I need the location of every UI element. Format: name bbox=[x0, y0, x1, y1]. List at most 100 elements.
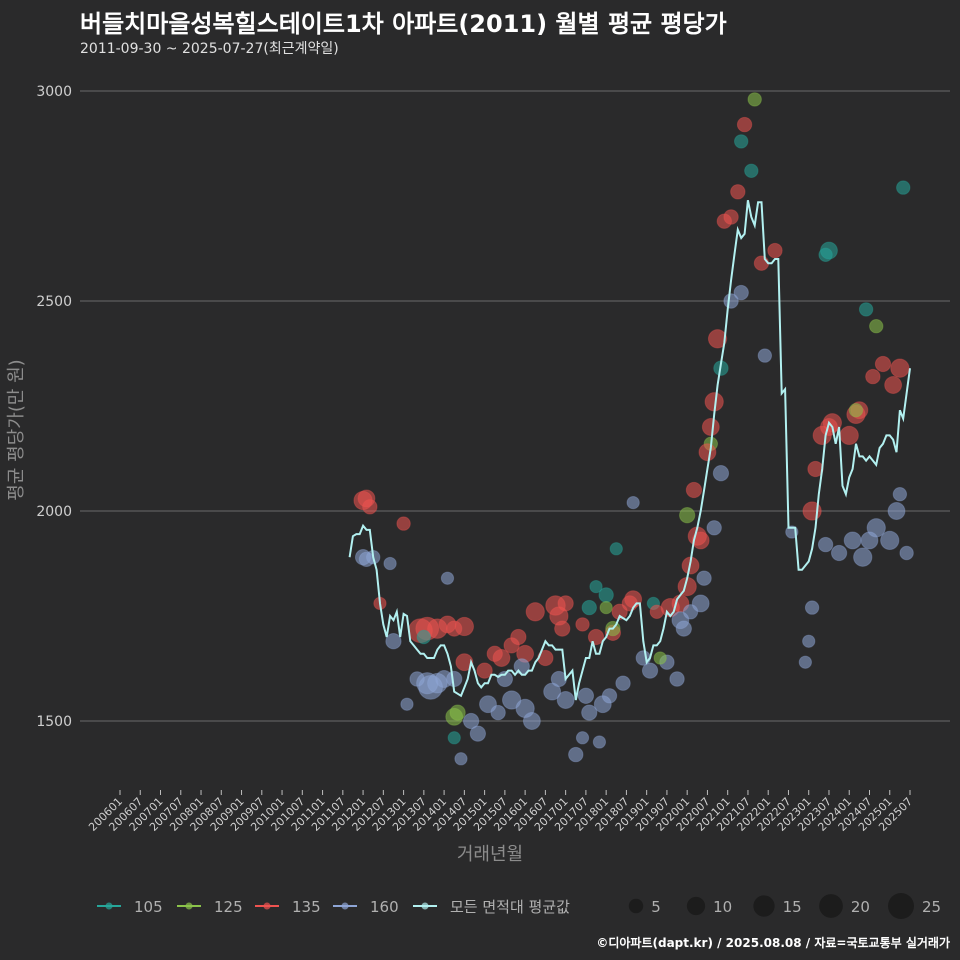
data-point-135 bbox=[525, 602, 545, 622]
legend-size-circle bbox=[753, 895, 775, 917]
data-point-160 bbox=[892, 487, 908, 502]
data-point-160 bbox=[733, 284, 749, 301]
data-point-160 bbox=[490, 704, 506, 721]
data-point-135 bbox=[874, 355, 892, 373]
data-point-160 bbox=[469, 725, 487, 742]
data-point-135 bbox=[753, 255, 770, 271]
data-point-135 bbox=[767, 242, 783, 259]
data-point-160 bbox=[887, 502, 906, 520]
data-point-160 bbox=[626, 495, 640, 510]
y-tick-label: 2000 bbox=[36, 504, 72, 520]
data-point-160 bbox=[383, 556, 397, 571]
legend-size-label: 20 bbox=[851, 898, 870, 916]
data-point-125 bbox=[599, 600, 613, 615]
data-point-105 bbox=[858, 302, 874, 317]
y-axis-label: 평균 평당가(만 원) bbox=[6, 359, 27, 500]
data-point-105 bbox=[589, 579, 603, 594]
data-point-160 bbox=[601, 688, 618, 704]
data-point-135 bbox=[455, 653, 474, 672]
data-point-135 bbox=[701, 418, 720, 436]
data-point-160 bbox=[669, 671, 685, 687]
y-tick-label: 1500 bbox=[36, 714, 72, 730]
data-point-160 bbox=[454, 752, 468, 766]
legend-label-105: 105 bbox=[134, 898, 163, 916]
data-point-135 bbox=[510, 628, 527, 646]
data-point-160 bbox=[522, 712, 541, 730]
source-footer: ©디아파트(dapt.kr) / 2025.08.08 / 자료=국토교통부 실… bbox=[596, 936, 950, 950]
legend: 105 125 135 160 모든 면적대 평균값 5 10 15 20 25 bbox=[97, 893, 941, 919]
data-point-135 bbox=[454, 616, 474, 637]
y-axis-ticks: 1500 2000 2500 3000 bbox=[36, 84, 72, 730]
data-point-160 bbox=[899, 545, 914, 561]
data-point-135 bbox=[890, 358, 910, 378]
data-point-125 bbox=[747, 92, 762, 107]
data-point-135 bbox=[476, 662, 493, 679]
x-axis-ticks: 2006012006072007012007072008012008072009… bbox=[86, 790, 915, 834]
data-point-160 bbox=[501, 690, 522, 710]
data-point-105 bbox=[447, 731, 461, 745]
data-point-160 bbox=[556, 691, 575, 709]
data-point-125 bbox=[848, 403, 864, 418]
y-tick-label: 2500 bbox=[36, 294, 72, 310]
data-point-135 bbox=[839, 425, 859, 446]
data-point-160 bbox=[641, 662, 659, 679]
legend-dot-135 bbox=[263, 902, 271, 910]
legend-dot-105 bbox=[105, 902, 113, 910]
data-point-105 bbox=[416, 629, 432, 645]
legend-size-circle bbox=[628, 898, 644, 914]
data-point-160 bbox=[671, 611, 690, 630]
data-point-160 bbox=[880, 530, 900, 551]
data-point-135 bbox=[492, 649, 511, 667]
data-point-105 bbox=[820, 241, 838, 260]
data-point-160 bbox=[691, 594, 710, 613]
data-point-135 bbox=[884, 376, 903, 394]
data-point-160 bbox=[615, 675, 631, 691]
data-point-125 bbox=[679, 507, 696, 524]
data-point-160 bbox=[440, 571, 455, 585]
chart-subtitle: 2011-09-30 ~ 2025-07-27(최근계약일) bbox=[80, 41, 339, 57]
legend-dot-160 bbox=[341, 902, 349, 910]
data-point-160 bbox=[575, 731, 590, 745]
legend-label-160: 160 bbox=[370, 898, 399, 916]
data-point-160 bbox=[830, 544, 848, 562]
legend-label-135: 135 bbox=[292, 898, 321, 916]
data-point-105 bbox=[733, 134, 749, 149]
legend-size-label: 15 bbox=[783, 898, 802, 916]
data-point-160 bbox=[543, 682, 562, 701]
data-point-135 bbox=[575, 617, 590, 632]
data-point-160 bbox=[853, 547, 873, 567]
data-point-125 bbox=[869, 319, 884, 334]
data-point-160 bbox=[804, 600, 820, 615]
data-point-160 bbox=[592, 735, 607, 749]
y-tick-label: 3000 bbox=[36, 84, 72, 100]
legend-size-label: 10 bbox=[713, 898, 732, 916]
data-point-135 bbox=[723, 209, 739, 225]
chart-title: 버들치마을성복힐스테이트1차 아파트(2011) 월별 평균 평당가 bbox=[80, 10, 727, 38]
data-point-125 bbox=[449, 704, 466, 721]
data-point-135 bbox=[736, 116, 753, 133]
data-point-105 bbox=[744, 163, 759, 179]
data-point-135 bbox=[396, 516, 411, 531]
data-point-135 bbox=[557, 595, 574, 612]
data-point-160 bbox=[817, 536, 834, 553]
data-point-105 bbox=[609, 542, 623, 556]
scatter-points bbox=[353, 92, 914, 766]
data-point-160 bbox=[581, 704, 598, 721]
data-point-135 bbox=[865, 368, 881, 385]
data-point-135 bbox=[554, 620, 571, 637]
data-point-135 bbox=[362, 499, 378, 515]
data-point-135 bbox=[707, 329, 728, 349]
data-point-160 bbox=[400, 697, 414, 711]
data-point-160 bbox=[696, 570, 712, 586]
legend-size-circle bbox=[686, 896, 706, 916]
data-point-135 bbox=[685, 481, 703, 499]
data-point-135 bbox=[698, 443, 717, 462]
data-point-160 bbox=[462, 712, 480, 730]
data-point-105 bbox=[598, 587, 614, 603]
data-point-135 bbox=[611, 603, 628, 620]
data-point-105 bbox=[896, 180, 911, 195]
data-point-135 bbox=[730, 184, 746, 200]
data-point-160 bbox=[843, 531, 862, 550]
legend-label-avg: 모든 면적대 평균값 bbox=[450, 898, 570, 916]
